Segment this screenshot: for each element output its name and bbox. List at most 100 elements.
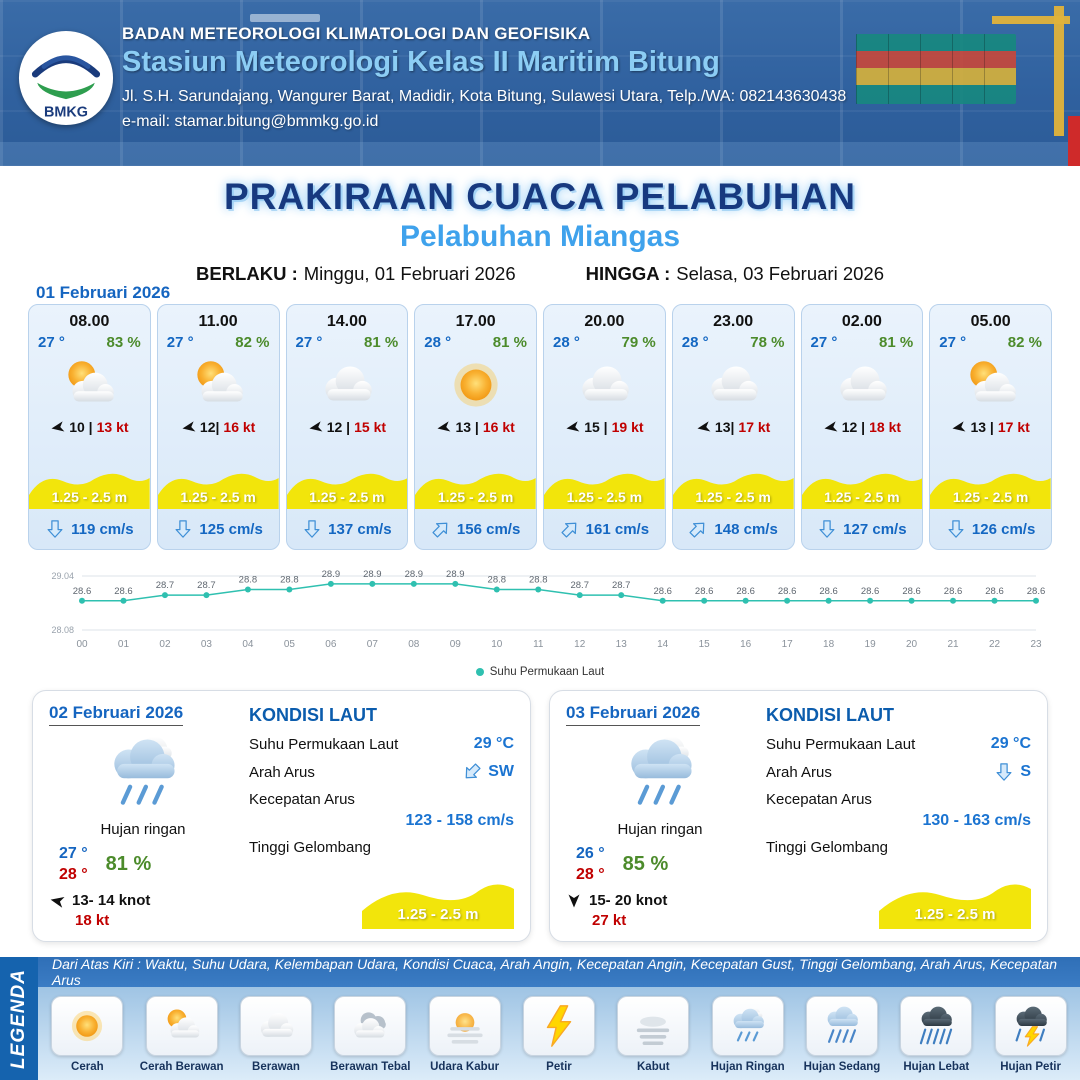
wind-gust: 16 kt [482,419,515,435]
legend-heading-strip: LEGENDA [0,957,38,1080]
current-speed: 119 cm/s [71,520,134,538]
current-row: 148 cm/s [673,509,794,549]
hujan-lebat-icon [900,996,973,1056]
temp-max: 28 ° [59,866,88,884]
sst-label: Suhu Permukaan Laut [249,735,399,753]
svg-text:23: 23 [1030,639,1042,650]
time-label: 11.00 [198,313,238,330]
legend-label: Petir [546,1061,572,1073]
legend-items: Cerah Cerah Berawan Berawan Berawan Teba… [38,987,1080,1080]
berawan-icon [239,996,312,1056]
humidity: 83 % [106,334,141,351]
temperature: 28 ° [681,334,709,351]
sst-value: 29 °C [473,735,514,752]
legend-label: Hujan Petir [1000,1061,1061,1073]
legend-section: LEGENDA Dari Atas Kiri : Waktu, Suhu Uda… [0,956,1080,1080]
current-row: 119 cm/s [29,509,150,549]
bmkg-logo: BMKG [18,30,114,126]
station-address: Jl. S.H. Sarundajang, Wangurer Barat, Ma… [122,88,847,105]
wind-row: 13 | 17 kt [930,419,1051,435]
wind-row: 13| 17 kt [673,419,794,435]
temp-min: 26 ° [576,844,605,862]
wind-row: 13 | 16 kt [415,419,536,435]
wave-band: 1.25 - 2.5 m [415,465,536,509]
wind-direction-icon [822,418,839,435]
title-block: PRAKIRAAN CUACA PELABUHAN Pelabuhan Mian… [0,176,1080,285]
crane-arm [992,16,1070,24]
legend-item: Hujan Lebat [891,996,981,1074]
forecast-card: 17.00 28 ° 81 % 13 | 16 kt 1.25 - 2.5 m 15… [414,304,537,550]
legend-item: Petir [514,996,604,1074]
svg-text:28.8: 28.8 [529,575,548,586]
wind-row: 12 | 18 kt [802,419,923,435]
current-direction: SW [488,763,514,780]
berlaku-value: Minggu, 01 Februari 2026 [303,263,516,284]
wave-band: 1.25 - 2.5 m [544,465,665,509]
legend-item: Kabut [608,996,698,1074]
svg-text:28.8: 28.8 [488,575,507,586]
forecast-card: 08.00 27 ° 83 % 10 | 13 kt 1.25 - 2.5 m 11… [28,304,151,550]
svg-text:28.7: 28.7 [197,580,216,591]
red-accent-bar [1068,116,1080,166]
svg-text:16: 16 [740,639,752,650]
legend-item: Udara Kabur [420,996,510,1074]
svg-text:14: 14 [657,639,669,650]
current-direction-icon [458,758,486,786]
time-label: 17.00 [455,313,496,330]
wind-speed: 13- 14 knot [72,892,151,909]
current-speed: 148 cm/s [714,520,778,538]
wind-direction-icon [180,418,197,435]
berawan-icon [314,352,380,418]
org-name: BADAN METEOROLOGI KLIMATOLOGI DAN GEOFIS… [122,24,591,43]
hujan-ringan-icon [711,996,784,1056]
condition-label: Hujan ringan [617,820,703,838]
current-direction-icon [45,519,65,539]
legend-item: Berawan Tebal [325,996,415,1074]
legend-label: Hujan Ringan [710,1061,785,1073]
wind-speed: 13 | [970,419,994,435]
wave-band: 1.25 - 2.5 m [802,465,923,509]
terminal-deck [0,142,1080,166]
legend-heading: LEGENDA [8,968,29,1069]
ship-silhouette [250,14,320,22]
svg-text:22: 22 [989,639,1001,650]
svg-text:20: 20 [906,639,918,650]
hingga-value: Selasa, 03 Februari 2026 [676,263,884,284]
wave-height: 1.25 - 2.5 m [824,489,900,505]
sst-value: 29 °C [990,735,1031,752]
daily-forecast-card: 02 Februari 2026 Hujan ringan 27 ° 28 ° … [32,690,531,942]
time-label: 02.00 [841,313,882,330]
wind-gust: 19 kt [611,419,644,435]
svg-text:28.7: 28.7 [612,580,631,591]
time-label: 23.00 [713,313,754,330]
validity-line: BERLAKU : Minggu, 01 Februari 2026 HINGGA … [0,263,1080,285]
current-row: 156 cm/s [415,509,536,549]
cerah-berawan-icon [145,996,218,1056]
svg-text:28.08: 28.08 [51,625,74,635]
wave-height: 1.25 - 2.5 m [437,489,514,505]
humidity: 82 % [235,334,270,351]
svg-text:28.6: 28.6 [73,586,92,597]
kabut-icon [617,996,690,1056]
svg-text:19: 19 [865,639,877,650]
current-speed: 137 cm/s [328,520,392,538]
current-speed: 125 cm/s [199,520,263,538]
udara-kabur-icon [428,996,501,1056]
current-direction-icon [173,519,193,539]
current-speed: 127 cm/s [843,520,907,538]
wave-band: 1.25 - 2.5 m [673,465,794,509]
svg-text:04: 04 [242,639,254,650]
header: BMKG BADAN METEOROLOGI KLIMATOLOGI DAN G… [0,0,1080,166]
current-speed: 126 cm/s [971,520,1036,538]
legend-item: Cerah [42,996,132,1074]
wave-band: 1.25 - 2.5 m [158,465,279,509]
forecast-card: 20.00 28 ° 79 % 15 | 19 kt 1.25 - 2.5 m 16… [543,304,666,550]
temperature: 28 ° [553,334,580,351]
wind-speed: 13 | [455,419,479,435]
cerah-berawan-icon [958,352,1024,418]
wave-height-label: Tinggi Gelombang [249,839,372,856]
current-row: 127 cm/s [802,509,923,549]
date-label: 03 Februari 2026 [566,703,701,726]
forecast-card: 05.00 27 ° 82 % 13 | 17 kt 1.25 - 2.5 m 12… [929,304,1052,550]
